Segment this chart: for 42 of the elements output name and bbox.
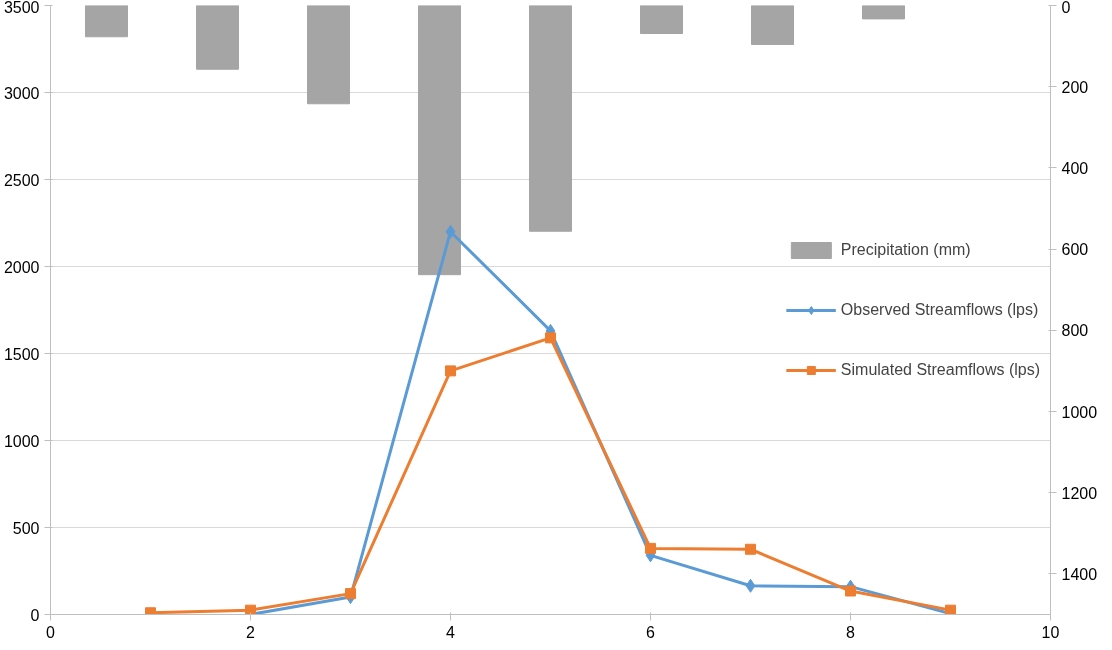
y2-tick-label: 1000 <box>1061 403 1098 421</box>
y2-tick-label: 200 <box>1061 78 1089 96</box>
y-tick-label: 500 <box>12 519 40 537</box>
y-tick-label: 3000 <box>3 84 40 102</box>
bar <box>307 5 350 105</box>
x-tick-label: 2 <box>246 623 256 641</box>
y2-tick-label: 1200 <box>1061 484 1098 502</box>
x-tick-label: 8 <box>846 623 856 641</box>
y-tick-label: 0 <box>30 606 40 624</box>
legend-label: Simulated Streamflows (lps) <box>840 360 1040 379</box>
bar <box>85 5 128 38</box>
point <box>645 542 656 554</box>
point <box>545 332 556 344</box>
x-tick-label: 6 <box>646 623 656 641</box>
y2-tick-label: 400 <box>1061 159 1089 177</box>
legend-label: Precipitation (mm) <box>840 240 971 259</box>
y2-tick-label: 0 <box>1061 0 1071 16</box>
x-tick-label: 0 <box>46 623 56 641</box>
point <box>345 588 356 600</box>
x-tick-label: 4 <box>446 623 456 641</box>
y-tick-label: 2000 <box>3 258 40 276</box>
point <box>445 224 456 239</box>
y-tick-label: 3500 <box>3 0 40 16</box>
bar <box>640 5 683 35</box>
bar <box>862 5 905 20</box>
y2-tick-label: 800 <box>1061 322 1089 340</box>
bar <box>529 5 572 232</box>
point <box>445 365 456 377</box>
bar <box>751 5 794 45</box>
legend-label: Observed Streamflows (lps) <box>840 300 1039 319</box>
y2-tick-label: 1400 <box>1061 565 1098 583</box>
bar <box>196 5 239 70</box>
y-tick-label: 1500 <box>3 345 40 363</box>
y-tick-label: 2500 <box>3 171 40 189</box>
point <box>845 585 856 597</box>
point <box>745 578 756 593</box>
x-tick-label: 10 <box>1041 623 1060 641</box>
point <box>145 607 156 615</box>
bar <box>418 5 461 276</box>
y2-tick-label: 600 <box>1061 241 1089 259</box>
y-tick-label: 1000 <box>3 432 40 450</box>
point <box>745 543 756 555</box>
